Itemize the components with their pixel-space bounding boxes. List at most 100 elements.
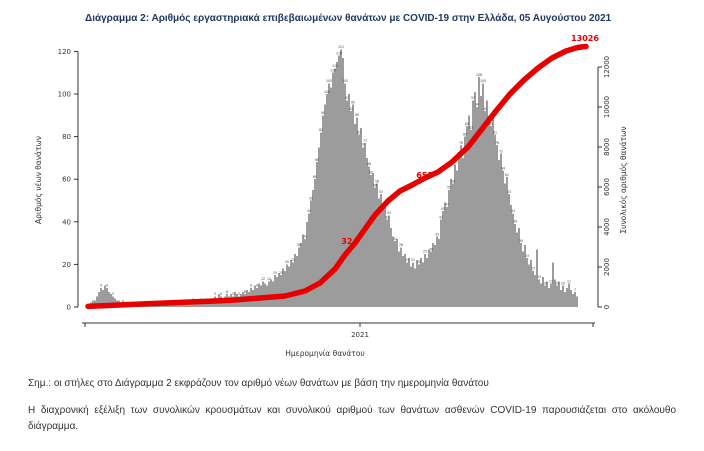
svg-text:61: 61: [505, 173, 509, 177]
svg-text:31: 31: [393, 237, 397, 241]
y-right-axis-label: Συνολικός αριθμός θανάτων: [619, 126, 628, 233]
svg-text:6000: 6000: [603, 178, 611, 196]
svg-text:5: 5: [220, 292, 222, 296]
svg-text:85: 85: [489, 122, 493, 126]
svg-text:82: 82: [319, 128, 323, 132]
svg-text:5: 5: [238, 292, 240, 296]
svg-text:10000: 10000: [603, 96, 611, 118]
y-left-axis-label: Αριθμός νέων θανάτων: [34, 136, 43, 224]
svg-text:33: 33: [435, 233, 439, 237]
note-followup: Η διαχρονική εξέλιξη των συνολικών κρουσ…: [28, 405, 676, 432]
svg-text:324: 324: [341, 237, 358, 246]
svg-text:64: 64: [501, 167, 505, 171]
x-tick-label-2021: 2021: [351, 331, 369, 339]
svg-text:10: 10: [543, 282, 547, 286]
svg-text:32: 32: [303, 235, 307, 239]
y-left-axis: [74, 50, 79, 308]
x-axis-label: Ημερομηνία θανάτου: [285, 349, 365, 358]
svg-text:9: 9: [250, 284, 252, 288]
svg-text:41: 41: [385, 216, 389, 220]
svg-text:39: 39: [513, 220, 517, 224]
svg-text:76: 76: [495, 141, 499, 145]
svg-text:13: 13: [537, 275, 541, 279]
chart-title: Διάγραμμα 2: Αριθμός εργαστηριακά επιβεβ…: [85, 13, 612, 24]
svg-text:62: 62: [369, 171, 373, 175]
svg-text:90: 90: [321, 111, 325, 115]
svg-text:11: 11: [549, 279, 553, 283]
cumulative-line: [85, 43, 589, 310]
svg-text:81: 81: [357, 130, 361, 134]
svg-text:2000: 2000: [603, 258, 611, 276]
svg-text:105: 105: [342, 79, 348, 83]
svg-text:5: 5: [112, 292, 114, 296]
svg-text:28: 28: [399, 243, 403, 247]
svg-text:9: 9: [106, 284, 108, 288]
svg-text:108: 108: [476, 73, 482, 77]
svg-text:9: 9: [100, 284, 102, 288]
svg-text:20: 20: [62, 261, 71, 269]
svg-text:53: 53: [507, 190, 511, 194]
svg-text:81: 81: [493, 130, 497, 134]
svg-text:68: 68: [315, 158, 319, 162]
svg-text:58: 58: [375, 179, 379, 183]
svg-text:120: 120: [58, 48, 71, 56]
svg-text:97: 97: [471, 96, 475, 100]
x-axis: [82, 322, 595, 327]
svg-text:92: 92: [483, 107, 487, 111]
svg-text:100: 100: [324, 90, 330, 94]
svg-text:25: 25: [423, 250, 427, 254]
svg-text:6: 6: [244, 290, 246, 294]
svg-text:44: 44: [511, 209, 515, 213]
svg-text:5: 5: [232, 292, 234, 296]
svg-text:17: 17: [531, 267, 535, 271]
svg-text:55: 55: [447, 186, 451, 190]
annotation-labels-top: 13026: [571, 34, 599, 43]
svg-text:66: 66: [367, 162, 371, 166]
svg-text:10: 10: [555, 282, 559, 286]
svg-text:30: 30: [519, 239, 523, 243]
svg-text:26: 26: [429, 247, 433, 251]
svg-text:10: 10: [561, 282, 565, 286]
svg-text:100: 100: [58, 91, 71, 99]
y-left-tick-labels: 0 20 40 60 80 100 120: [58, 48, 71, 312]
svg-text:21: 21: [411, 258, 415, 262]
svg-text:41: 41: [439, 216, 443, 220]
svg-text:83: 83: [469, 126, 473, 130]
svg-text:43: 43: [387, 211, 391, 215]
svg-text:21: 21: [291, 258, 295, 262]
svg-text:121: 121: [338, 45, 344, 49]
svg-text:89: 89: [355, 113, 359, 117]
svg-text:11: 11: [567, 279, 571, 283]
svg-text:112: 112: [332, 64, 338, 68]
svg-text:28: 28: [297, 243, 301, 247]
svg-text:95: 95: [351, 101, 355, 105]
svg-text:9: 9: [256, 284, 258, 288]
svg-text:45: 45: [441, 207, 445, 211]
svg-text:110: 110: [330, 69, 336, 73]
svg-text:44: 44: [307, 209, 311, 213]
svg-text:0: 0: [603, 305, 611, 309]
svg-text:56: 56: [373, 184, 377, 188]
chart-figure: 9 9 5 5 5 6 5 5 6 9 9 12 12 15 15 20 21 28 32 44 50 60 68 82 90 1…: [25, 28, 685, 376]
svg-text:80: 80: [62, 133, 71, 141]
svg-text:20: 20: [285, 260, 289, 264]
svg-text:85: 85: [465, 122, 469, 126]
svg-text:21: 21: [405, 258, 409, 262]
svg-text:53: 53: [379, 190, 383, 194]
svg-text:97: 97: [345, 96, 349, 100]
svg-text:92: 92: [349, 107, 353, 111]
svg-text:12: 12: [261, 277, 265, 281]
svg-text:23: 23: [525, 254, 529, 258]
svg-text:12: 12: [267, 277, 271, 281]
svg-text:0: 0: [67, 304, 71, 312]
svg-text:12000: 12000: [603, 56, 611, 78]
svg-text:15: 15: [279, 271, 283, 275]
svg-text:105: 105: [480, 79, 486, 83]
svg-text:6: 6: [226, 290, 228, 294]
svg-text:77: 77: [363, 139, 367, 143]
svg-text:72: 72: [499, 149, 503, 153]
svg-text:75: 75: [361, 143, 365, 147]
